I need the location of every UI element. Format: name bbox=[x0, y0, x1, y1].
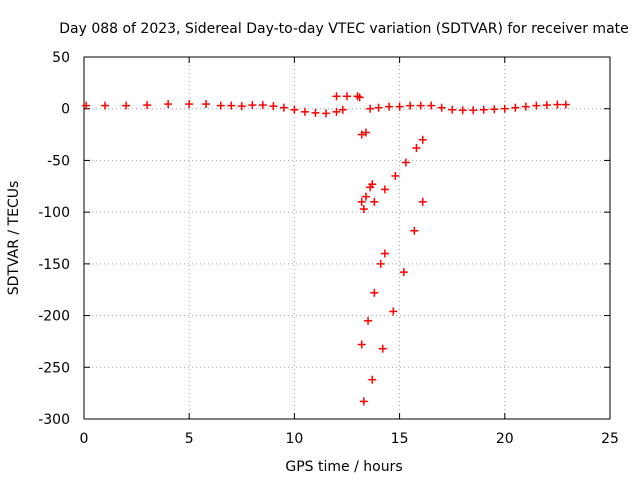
data-point bbox=[82, 101, 91, 110]
data-point bbox=[202, 100, 211, 109]
y-tick-label: -200 bbox=[38, 309, 70, 325]
data-point bbox=[389, 307, 398, 316]
data-point bbox=[359, 397, 368, 406]
data-point bbox=[359, 205, 368, 214]
data-point bbox=[553, 100, 562, 109]
data-point bbox=[237, 102, 246, 111]
y-tick-label: -150 bbox=[38, 257, 70, 273]
data-point bbox=[357, 340, 366, 349]
data-point bbox=[521, 102, 530, 111]
data-point bbox=[258, 101, 267, 110]
data-point bbox=[101, 101, 110, 110]
data-point bbox=[490, 105, 499, 114]
data-point bbox=[370, 288, 379, 297]
data-point bbox=[332, 107, 341, 116]
x-tick-label: 25 bbox=[601, 431, 619, 447]
data-point bbox=[469, 106, 478, 115]
x-tick-label: 20 bbox=[496, 431, 514, 447]
data-point bbox=[143, 101, 152, 110]
data-point bbox=[290, 105, 299, 114]
data-point bbox=[366, 104, 375, 113]
chart-title: Day 088 of 2023, Sidereal Day-to-day VTE… bbox=[59, 21, 629, 37]
x-tick-label: 10 bbox=[285, 431, 303, 447]
data-point bbox=[355, 93, 364, 102]
data-series bbox=[82, 92, 570, 406]
data-point bbox=[361, 192, 370, 201]
data-point bbox=[374, 103, 383, 112]
data-point bbox=[370, 197, 379, 206]
data-point bbox=[399, 268, 408, 277]
data-point bbox=[364, 316, 373, 325]
data-point bbox=[437, 103, 446, 112]
data-point bbox=[376, 259, 385, 268]
data-point bbox=[448, 105, 457, 114]
data-point bbox=[185, 100, 194, 109]
data-point bbox=[380, 249, 389, 258]
data-point bbox=[311, 108, 320, 117]
data-point bbox=[269, 102, 278, 111]
y-tick-label: 50 bbox=[52, 50, 70, 66]
data-point bbox=[216, 101, 225, 110]
data-point bbox=[418, 197, 427, 206]
data-point bbox=[343, 92, 351, 101]
data-point bbox=[357, 130, 366, 139]
axis-ticks: 0 5 10 15 20 25 50 0 -50 -100 -150 -200 -250 -300 bbox=[38, 50, 619, 447]
data-point bbox=[416, 101, 425, 110]
x-tick-label: 5 bbox=[185, 431, 194, 447]
y-tick-label: -50 bbox=[47, 153, 70, 169]
data-point bbox=[418, 135, 427, 144]
data-point bbox=[122, 101, 131, 110]
y-tick-label: -250 bbox=[38, 360, 70, 376]
data-point bbox=[479, 105, 488, 114]
data-point bbox=[391, 171, 400, 180]
data-point bbox=[361, 128, 370, 137]
data-point bbox=[300, 107, 309, 116]
x-tick-label: 15 bbox=[391, 431, 409, 447]
y-tick-label: -100 bbox=[38, 205, 70, 221]
x-tick-label: 0 bbox=[80, 431, 89, 447]
data-point bbox=[357, 197, 366, 206]
data-point bbox=[395, 102, 404, 111]
data-point bbox=[410, 226, 419, 235]
x-axis-title: GPS time / hours bbox=[285, 459, 402, 475]
data-point bbox=[385, 102, 394, 111]
y-tick-label: 0 bbox=[61, 102, 70, 118]
data-point bbox=[458, 106, 467, 115]
data-point bbox=[378, 344, 387, 353]
data-point bbox=[279, 103, 288, 112]
grid bbox=[84, 57, 610, 419]
data-point bbox=[401, 158, 410, 167]
data-point bbox=[368, 180, 377, 189]
data-point bbox=[532, 101, 541, 110]
data-point bbox=[248, 101, 257, 110]
data-point bbox=[332, 92, 341, 101]
y-axis-title: SDTVAR / TECUs bbox=[6, 181, 22, 296]
y-tick-label: -300 bbox=[38, 412, 70, 428]
data-point bbox=[406, 101, 415, 110]
data-point bbox=[227, 101, 236, 110]
data-point bbox=[338, 105, 347, 114]
data-point bbox=[164, 100, 173, 109]
data-point bbox=[380, 185, 389, 194]
data-point bbox=[542, 101, 551, 110]
data-point bbox=[561, 100, 570, 109]
plot-frame bbox=[83, 56, 611, 420]
data-point bbox=[321, 109, 330, 118]
data-point bbox=[427, 101, 436, 110]
data-point bbox=[500, 104, 509, 113]
data-point bbox=[368, 375, 377, 384]
data-point bbox=[511, 103, 520, 112]
data-point bbox=[412, 144, 421, 153]
